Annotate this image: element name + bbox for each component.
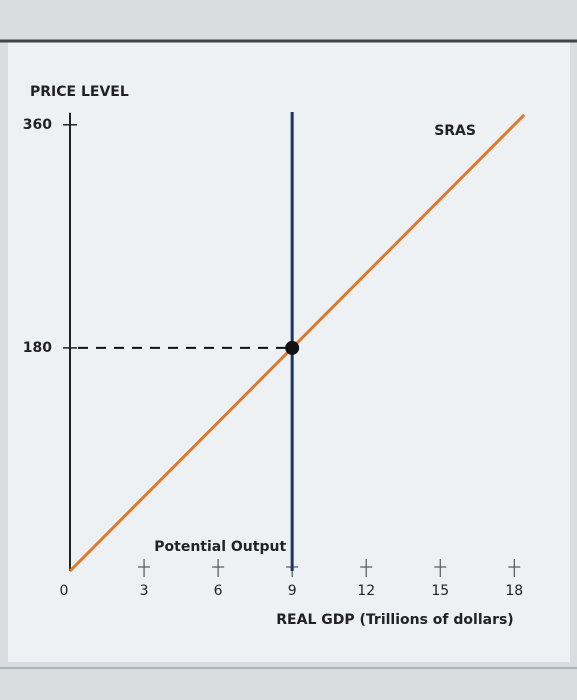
y-tick-label: 180 (23, 340, 52, 356)
y-axis-label: PRICE LEVEL (30, 84, 129, 100)
x-tick-label: 18 (505, 583, 523, 599)
x-axis-label: REAL GDP (Trillions of dollars) (276, 612, 513, 628)
series-label: SRAS (434, 123, 476, 139)
x-tick-label: 9 (288, 583, 297, 599)
x-tick-label: 12 (357, 583, 375, 599)
x-tick-label: 3 (140, 583, 149, 599)
potential-output-label: Potential Output (154, 539, 286, 555)
x-tick-label: 15 (431, 583, 449, 599)
equilibrium-point (285, 340, 300, 355)
x-tick-label: 0 (60, 583, 69, 599)
y-tick-label: 360 (23, 117, 52, 133)
x-tick-label: 6 (214, 583, 223, 599)
